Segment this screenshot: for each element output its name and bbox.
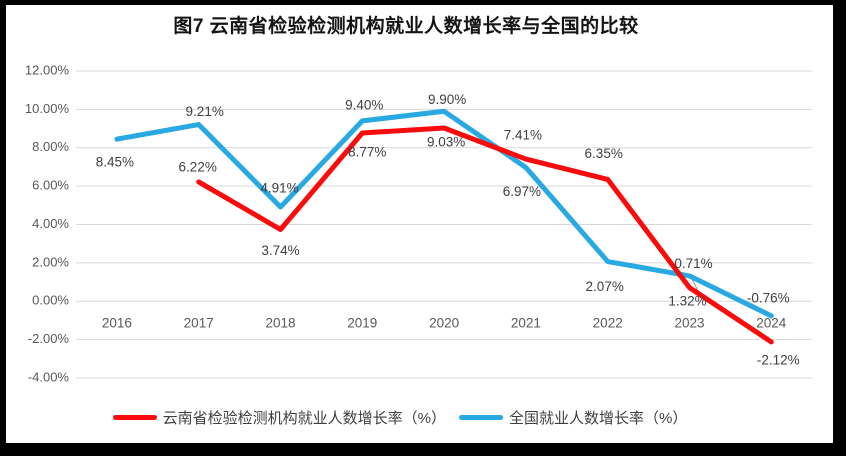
- x-axis-tick-label: 2023: [674, 316, 704, 331]
- y-axis-tick-label: 10.00%: [25, 101, 70, 116]
- x-axis-tick-label: 2022: [593, 316, 623, 331]
- data-label-series-1: 6.97%: [503, 184, 541, 199]
- frame-border-bottom: [0, 443, 846, 456]
- data-label-series-1: 4.91%: [260, 181, 298, 196]
- frame-border-top: [0, 0, 846, 5]
- data-label-series-1: 2.07%: [586, 279, 624, 294]
- data-label-series-1: -0.76%: [747, 290, 790, 305]
- series-line-0: [196, 125, 774, 345]
- series-line-1: [114, 108, 774, 319]
- y-axis-tick-label: 8.00%: [32, 139, 69, 154]
- data-label-series-1: 9.40%: [345, 97, 383, 112]
- frame-border-left: [0, 0, 6, 456]
- data-label-series-0: 6.22%: [179, 159, 217, 174]
- y-axis-tick-label: 2.00%: [32, 254, 69, 269]
- y-axis-tick-label: 12.00%: [25, 62, 70, 77]
- x-axis-tick-label: 2024: [756, 316, 787, 331]
- y-axis-tick-label: 0.00%: [32, 293, 69, 308]
- data-label-series-1: 1.32%: [668, 293, 706, 308]
- chart-title: 图7 云南省检验检测机构就业人数增长率与全国的比较: [173, 16, 639, 37]
- x-axis-tick-label: 2017: [184, 316, 214, 331]
- x-axis-tick-label: 2021: [511, 316, 541, 331]
- data-label-series-1: 9.90%: [428, 92, 466, 107]
- data-label-series-1: 8.45%: [96, 155, 134, 170]
- y-axis-tick-label: -4.00%: [28, 369, 70, 384]
- data-label-series-0: 8.77%: [348, 145, 386, 160]
- x-axis-tick-label: 2016: [102, 316, 132, 331]
- legend-label-yunnan: 云南省检验检测机构就业人数增长率（%）: [162, 410, 446, 427]
- y-axis-tick-label: 4.00%: [32, 216, 69, 231]
- data-label-series-1: 9.21%: [186, 104, 224, 119]
- legend-item-yunnan: 云南省检验检测机构就业人数增长率（%）: [112, 407, 446, 428]
- legend-line-sample-blue: [459, 415, 503, 420]
- frame-border-right: [833, 0, 846, 456]
- y-axis-tick-label: -2.00%: [28, 331, 70, 346]
- data-label-series-0: 3.74%: [261, 243, 299, 258]
- data-label-series-0: 6.35%: [585, 146, 623, 161]
- legend-item-national: 全国就业人数增长率（%）: [459, 407, 687, 428]
- x-axis-tick-label: 2018: [265, 316, 295, 331]
- legend-label-national: 全国就业人数增长率（%）: [509, 410, 688, 427]
- data-label-series-0: 0.71%: [674, 256, 712, 271]
- data-label-series-0: 9.03%: [427, 135, 465, 150]
- y-axis-tick-label: 6.00%: [32, 178, 69, 193]
- data-label-series-0: -2.12%: [757, 352, 800, 367]
- x-axis-tick-label: 2019: [347, 316, 377, 331]
- chart-legend: 云南省检验检测机构就业人数增长率（%） 全国就业人数增长率（%）: [0, 407, 800, 428]
- legend-line-sample-red: [112, 415, 157, 420]
- x-axis-tick-label: 2020: [429, 316, 459, 331]
- data-label-series-0: 7.41%: [504, 128, 542, 143]
